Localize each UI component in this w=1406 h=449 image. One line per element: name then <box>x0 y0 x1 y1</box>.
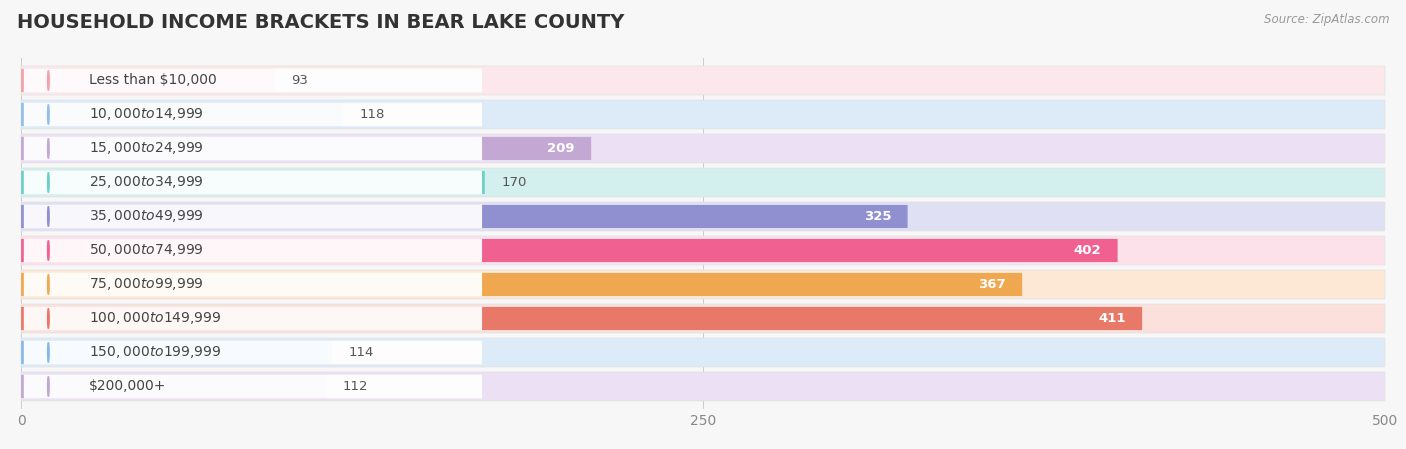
FancyBboxPatch shape <box>21 168 1385 197</box>
FancyBboxPatch shape <box>24 136 482 160</box>
Text: 170: 170 <box>501 176 526 189</box>
Text: 367: 367 <box>979 278 1005 291</box>
Text: 93: 93 <box>291 74 308 87</box>
Circle shape <box>48 207 49 226</box>
FancyBboxPatch shape <box>21 236 1385 265</box>
Circle shape <box>48 308 49 328</box>
Circle shape <box>48 274 49 295</box>
Circle shape <box>48 70 49 90</box>
Circle shape <box>48 377 49 396</box>
FancyBboxPatch shape <box>21 205 908 228</box>
Text: HOUSEHOLD INCOME BRACKETS IN BEAR LAKE COUNTY: HOUSEHOLD INCOME BRACKETS IN BEAR LAKE C… <box>17 13 624 32</box>
FancyBboxPatch shape <box>24 69 482 92</box>
Text: $100,000 to $149,999: $100,000 to $149,999 <box>90 311 222 326</box>
FancyBboxPatch shape <box>21 66 1385 95</box>
FancyBboxPatch shape <box>24 307 482 330</box>
Text: 325: 325 <box>863 210 891 223</box>
Text: 114: 114 <box>349 346 374 359</box>
FancyBboxPatch shape <box>21 304 1385 333</box>
Text: 411: 411 <box>1098 312 1126 325</box>
FancyBboxPatch shape <box>24 273 482 296</box>
FancyBboxPatch shape <box>21 273 1022 296</box>
Text: $75,000 to $99,999: $75,000 to $99,999 <box>90 277 204 292</box>
FancyBboxPatch shape <box>21 341 332 364</box>
Circle shape <box>48 105 49 124</box>
Text: $50,000 to $74,999: $50,000 to $74,999 <box>90 242 204 259</box>
Circle shape <box>48 172 49 193</box>
FancyBboxPatch shape <box>24 171 482 194</box>
FancyBboxPatch shape <box>24 238 482 262</box>
Text: $15,000 to $24,999: $15,000 to $24,999 <box>90 141 204 156</box>
Text: $200,000+: $200,000+ <box>90 379 167 393</box>
FancyBboxPatch shape <box>21 137 591 160</box>
FancyBboxPatch shape <box>21 100 1385 129</box>
Text: Source: ZipAtlas.com: Source: ZipAtlas.com <box>1264 13 1389 26</box>
Circle shape <box>48 343 49 362</box>
FancyBboxPatch shape <box>24 341 482 364</box>
FancyBboxPatch shape <box>24 374 482 398</box>
FancyBboxPatch shape <box>21 307 1142 330</box>
FancyBboxPatch shape <box>21 270 1385 299</box>
FancyBboxPatch shape <box>21 171 485 194</box>
Text: 118: 118 <box>360 108 385 121</box>
FancyBboxPatch shape <box>21 372 1385 401</box>
FancyBboxPatch shape <box>21 69 274 92</box>
Circle shape <box>48 241 49 260</box>
Text: $25,000 to $34,999: $25,000 to $34,999 <box>90 175 204 190</box>
Text: $10,000 to $14,999: $10,000 to $14,999 <box>90 106 204 123</box>
FancyBboxPatch shape <box>21 103 343 126</box>
Circle shape <box>48 139 49 158</box>
Text: Less than $10,000: Less than $10,000 <box>90 74 217 88</box>
Text: $35,000 to $49,999: $35,000 to $49,999 <box>90 208 204 224</box>
FancyBboxPatch shape <box>21 134 1385 163</box>
Text: $150,000 to $199,999: $150,000 to $199,999 <box>90 344 222 361</box>
Text: 112: 112 <box>343 380 368 393</box>
FancyBboxPatch shape <box>21 239 1118 262</box>
FancyBboxPatch shape <box>21 375 326 398</box>
FancyBboxPatch shape <box>24 205 482 229</box>
FancyBboxPatch shape <box>24 103 482 126</box>
Text: 209: 209 <box>547 142 575 155</box>
FancyBboxPatch shape <box>21 202 1385 231</box>
Text: 402: 402 <box>1074 244 1101 257</box>
FancyBboxPatch shape <box>21 338 1385 367</box>
